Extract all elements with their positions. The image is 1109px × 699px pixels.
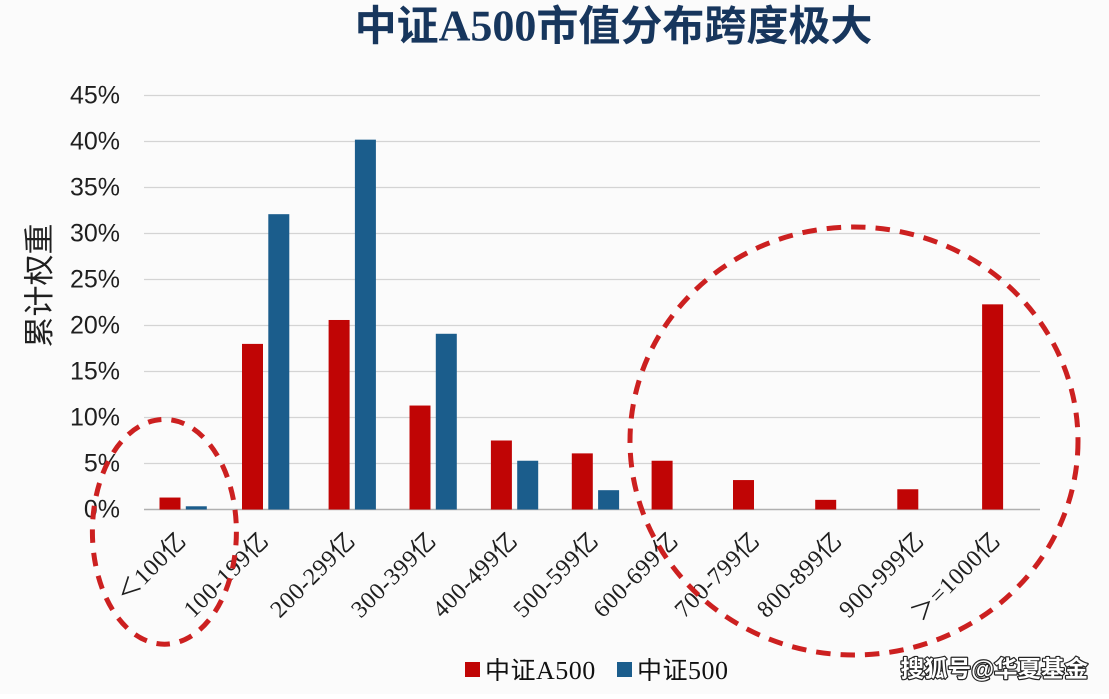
svg-text:15%: 15% — [70, 358, 120, 386]
svg-text:35%: 35% — [70, 174, 120, 202]
svg-text:40%: 40% — [70, 128, 120, 156]
svg-text:5%: 5% — [84, 450, 120, 478]
svg-text:45%: 45% — [70, 82, 120, 110]
svg-text:0%: 0% — [84, 496, 120, 524]
svg-text:10%: 10% — [70, 404, 120, 432]
svg-text:30%: 30% — [70, 220, 120, 248]
svg-text:25%: 25% — [70, 266, 120, 294]
svg-text:20%: 20% — [70, 312, 120, 340]
